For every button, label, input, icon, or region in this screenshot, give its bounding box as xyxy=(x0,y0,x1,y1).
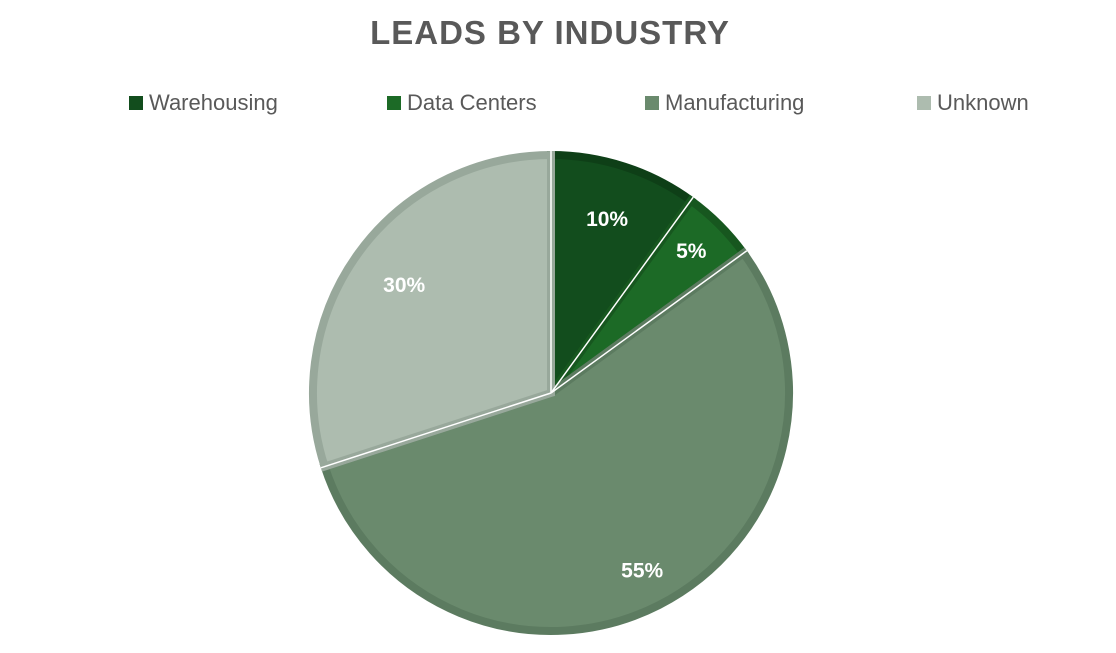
data-label-data-centers: 5% xyxy=(676,240,707,263)
pie-slice-unknown[interactable] xyxy=(309,150,555,472)
legend-swatch-manufacturing xyxy=(645,96,659,110)
data-label-warehousing: 10% xyxy=(586,208,628,231)
data-label-unknown: 30% xyxy=(383,274,425,297)
legend-swatch-warehousing xyxy=(129,96,143,110)
legend-item-manufacturing[interactable]: Manufacturing xyxy=(645,88,804,118)
slice-separator xyxy=(550,196,694,394)
pie-slice-warehousing[interactable] xyxy=(547,150,697,406)
legend-swatch-data-centers xyxy=(387,96,401,110)
data-label-manufacturing: 55% xyxy=(621,560,663,583)
legend-label-manufacturing: Manufacturing xyxy=(665,90,805,115)
legend-item-data-centers[interactable]: Data Centers xyxy=(387,88,537,118)
legend-label-data-centers: Data Centers xyxy=(407,90,537,115)
slice-separator xyxy=(320,392,552,469)
pie-slice-manufacturing[interactable] xyxy=(319,247,793,635)
legend-label-unknown: Unknown xyxy=(937,90,1029,115)
slice-separator xyxy=(550,250,748,394)
legend-item-unknown[interactable]: Unknown xyxy=(917,88,1029,118)
legend-swatch-unknown xyxy=(917,96,931,110)
legend-item-warehousing[interactable]: Warehousing xyxy=(129,88,278,118)
legend-label-warehousing: Warehousing xyxy=(149,90,278,115)
chart-title: LEADS BY INDUSTRY xyxy=(370,14,730,51)
legend: Warehousing Data Centers Manufacturing U… xyxy=(0,88,1116,118)
